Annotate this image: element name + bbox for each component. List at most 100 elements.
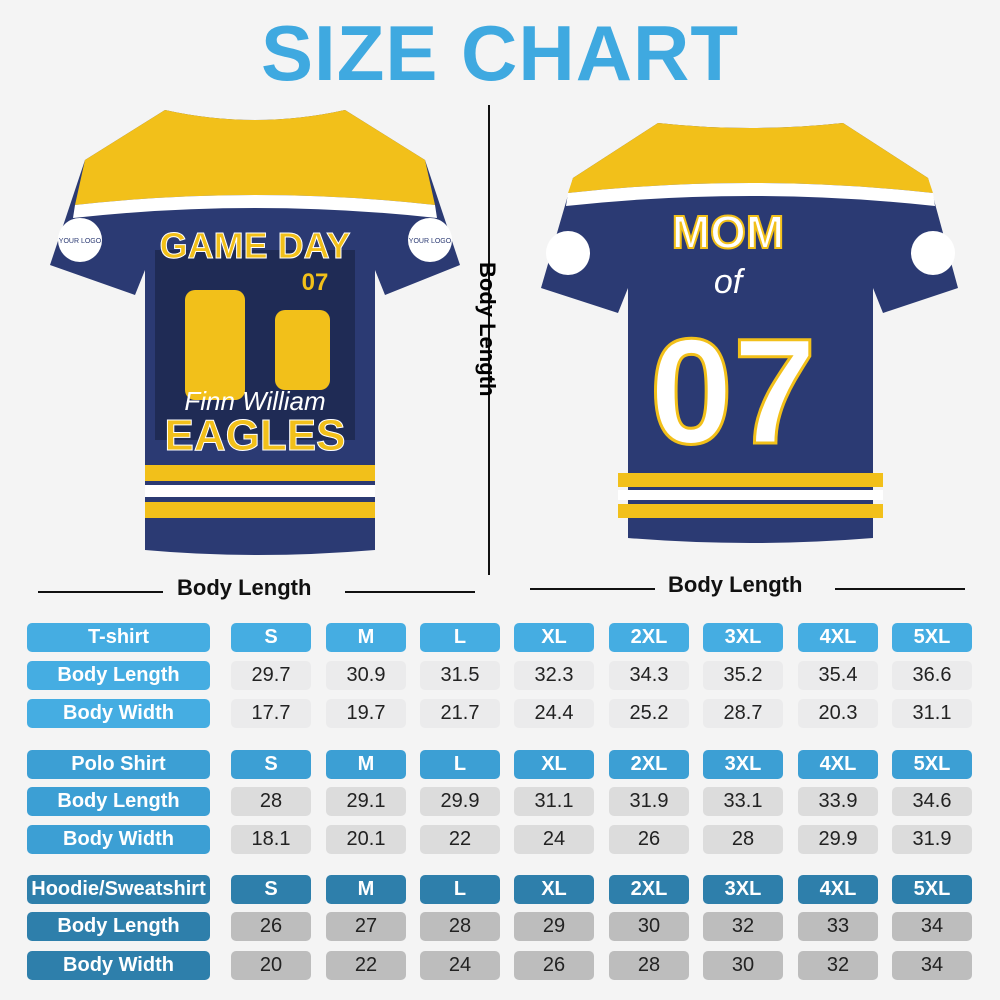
measurement-cell: 31.9 <box>892 825 972 854</box>
size-header: M <box>326 875 406 904</box>
row-label: Body Width <box>27 825 210 854</box>
size-header: 5XL <box>892 875 972 904</box>
measurement-cell: 28 <box>231 787 311 816</box>
measurement-cell: 25.2 <box>609 699 689 728</box>
measurement-cell: 31.1 <box>892 699 972 728</box>
size-header: XL <box>514 623 594 652</box>
measurement-cell: 30 <box>703 951 783 980</box>
size-header: 4XL <box>798 750 878 779</box>
row-label: Body Length <box>27 787 210 816</box>
size-header: 2XL <box>609 750 689 779</box>
measurement-cell: 31.9 <box>609 787 689 816</box>
measurement-cell: 28.7 <box>703 699 783 728</box>
measurement-cell: 21.7 <box>420 699 500 728</box>
size-header: 4XL <box>798 623 878 652</box>
row-label: Body Width <box>27 699 210 728</box>
measurement-cell: 36.6 <box>892 661 972 690</box>
measurement-cell: 30.9 <box>326 661 406 690</box>
measurement-cell: 22 <box>326 951 406 980</box>
vertical-measure-label: Body Length <box>475 262 500 397</box>
size-header: 4XL <box>798 875 878 904</box>
size-header: L <box>420 875 500 904</box>
measurement-cell: 27 <box>326 912 406 941</box>
measurement-cell: 29.1 <box>326 787 406 816</box>
table-header-label: T-shirt <box>27 623 210 652</box>
measurement-cell: 32 <box>703 912 783 941</box>
row-label: Body Length <box>27 661 210 690</box>
measurement-cell: 33.9 <box>798 787 878 816</box>
front-shirt-name: Finn William <box>184 386 325 416</box>
front-horizontal-arrow <box>38 591 163 593</box>
measurement-cell: 29.9 <box>420 787 500 816</box>
measurement-cell: 31.5 <box>420 661 500 690</box>
measurement-cell: 20.1 <box>326 825 406 854</box>
measurement-cell: 24.4 <box>514 699 594 728</box>
back-shirt-line1: MOM <box>672 206 784 258</box>
measurement-cell: 34 <box>892 951 972 980</box>
size-header: 3XL <box>703 623 783 652</box>
front-shirt-line1: GAME DAY <box>160 225 351 266</box>
measurement-cell: 28 <box>609 951 689 980</box>
measurement-cell: 30 <box>609 912 689 941</box>
size-header: S <box>231 875 311 904</box>
size-header: 5XL <box>892 750 972 779</box>
front-logo-left: YOUR LOGO <box>59 238 102 245</box>
measurement-cell: 20.3 <box>798 699 878 728</box>
vertical-arrow <box>488 105 490 575</box>
table-header-label: Hoodie/Sweatshirt <box>27 875 210 904</box>
measurement-cell: 18.1 <box>231 825 311 854</box>
measurement-cell: 35.4 <box>798 661 878 690</box>
back-shirt-number: 07 <box>650 307 817 475</box>
measurement-cell: 26 <box>514 951 594 980</box>
row-label: Body Length <box>27 912 210 941</box>
table-header-label: Polo Shirt <box>27 750 210 779</box>
size-header: L <box>420 623 500 652</box>
measurement-cell: 22 <box>420 825 500 854</box>
measurement-cell: 29.9 <box>798 825 878 854</box>
size-header: M <box>326 623 406 652</box>
back-shirt-line2: of <box>714 263 746 301</box>
page-title: SIZE CHART <box>261 9 739 97</box>
measurement-cell: 29 <box>514 912 594 941</box>
measurement-cell: 34.6 <box>892 787 972 816</box>
front-shirt-team: EAGLES <box>165 411 346 460</box>
size-header: 2XL <box>609 875 689 904</box>
measurement-cell: 32 <box>798 951 878 980</box>
measurement-cell: 28 <box>703 825 783 854</box>
size-header: 5XL <box>892 623 972 652</box>
size-header: L <box>420 750 500 779</box>
back-shirt-image: MOM of 07 <box>541 123 958 543</box>
front-measure-label: Body Length <box>177 575 312 600</box>
back-measure-label: Body Length <box>668 572 803 597</box>
measurement-cell: 19.7 <box>326 699 406 728</box>
measurement-cell: 24 <box>514 825 594 854</box>
size-header: XL <box>514 750 594 779</box>
measurement-cell: 29.7 <box>231 661 311 690</box>
size-header: 3XL <box>703 750 783 779</box>
measurement-cell: 34 <box>892 912 972 941</box>
measurement-cell: 17.7 <box>231 699 311 728</box>
size-header: 3XL <box>703 875 783 904</box>
row-label: Body Width <box>27 951 210 980</box>
front-horizontal-arrow-right <box>345 591 475 593</box>
measurement-cell: 33.1 <box>703 787 783 816</box>
measurement-cell: 24 <box>420 951 500 980</box>
measurement-cell: 26 <box>609 825 689 854</box>
measurement-cell: 35.2 <box>703 661 783 690</box>
size-header: XL <box>514 875 594 904</box>
front-shirt-number: 07 <box>302 269 329 296</box>
front-shirt-image: YOUR LOGO YOUR LOGO GAME DAY 07 Finn Wil… <box>50 110 460 555</box>
measurement-cell: 33 <box>798 912 878 941</box>
measurement-cell: 34.3 <box>609 661 689 690</box>
size-header: M <box>326 750 406 779</box>
measurement-cell: 26 <box>231 912 311 941</box>
size-header: 2XL <box>609 623 689 652</box>
measurement-cell: 31.1 <box>514 787 594 816</box>
size-header: S <box>231 750 311 779</box>
size-header: S <box>231 623 311 652</box>
back-horizontal-arrow-right <box>835 588 965 590</box>
measurement-cell: 28 <box>420 912 500 941</box>
measurement-cell: 20 <box>231 951 311 980</box>
back-horizontal-arrow <box>530 588 655 590</box>
measurement-cell: 32.3 <box>514 661 594 690</box>
